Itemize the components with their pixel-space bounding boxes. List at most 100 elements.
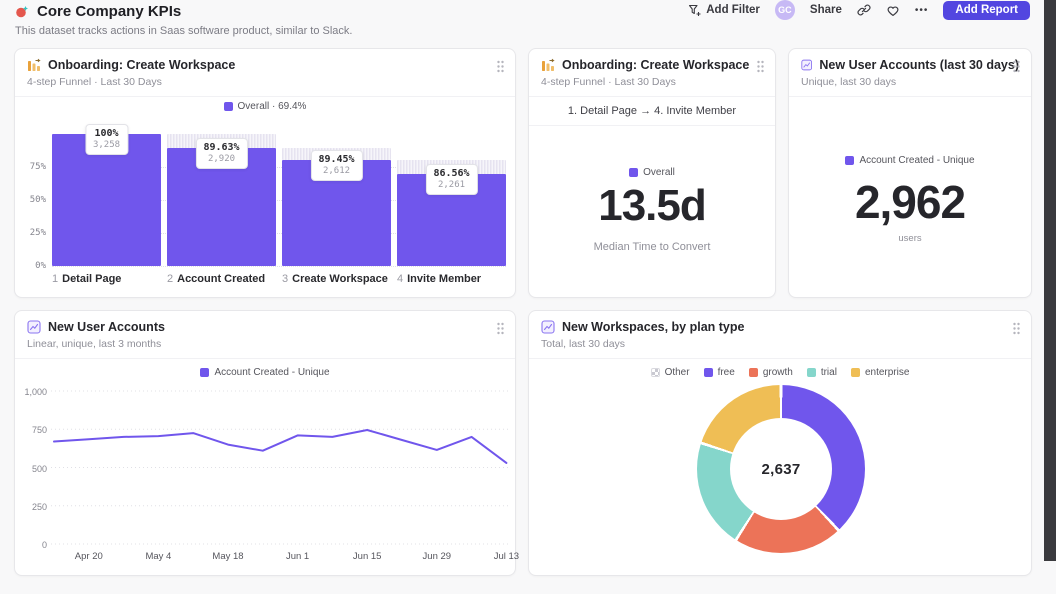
- insights-chart-icon: [801, 59, 813, 71]
- legend-label: growth: [762, 367, 793, 378]
- funnel-step-label: 4 Invite Member: [397, 273, 481, 285]
- funnel-pct-value: 89.45%: [318, 154, 355, 166]
- users-count-caption: users: [898, 233, 922, 244]
- card-subtitle: 4-step Funnel · Last 30 Days: [541, 76, 676, 88]
- funnel-step-label: 2 Account Created: [167, 273, 265, 285]
- y-axis-tick-label: 1,000: [24, 387, 47, 397]
- toolbar: Add Filter GC Share ••• Add Report: [688, 0, 1030, 20]
- y-axis-tick-label: 750: [31, 425, 47, 436]
- card-header: New User Accounts Linear, unique, last 3…: [15, 311, 515, 359]
- card-header: New Workspaces, by plan type Total, last…: [529, 311, 1031, 359]
- card-header: New User Accounts (last 30 days) Unique,…: [789, 49, 1031, 97]
- page-header: Core Company KPIs: [15, 3, 181, 20]
- funnel-chart-icon: [28, 58, 41, 71]
- legend-item-account-created[interactable]: Account Created - Unique: [200, 367, 330, 378]
- users-count-value: 2,962: [854, 176, 966, 228]
- legend-item-enterprise[interactable]: enterprise: [850, 367, 909, 378]
- legend-swatch: [806, 368, 816, 377]
- funnel-step-name: Invite Member: [407, 273, 482, 285]
- card-funnel: Onboarding: Create Workspace 4-step Funn…: [14, 48, 516, 298]
- card-title[interactable]: Onboarding: Create Workspace: [562, 58, 750, 72]
- funnel-pct-value: 89.63%: [203, 141, 240, 153]
- x-axis-tick-label: Jun 1: [285, 551, 310, 562]
- favorite-heart-icon[interactable]: [886, 4, 900, 17]
- funnel-value-label: 89.45% 2,612: [310, 150, 363, 182]
- x-axis-tick-label: Jun 29: [422, 551, 452, 562]
- user-avatar[interactable]: GC: [774, 0, 795, 20]
- funnel-count-value: 3,258: [92, 140, 121, 150]
- funnel-step-number: 4: [397, 273, 404, 285]
- card-title[interactable]: New User Accounts (last 30 days): [819, 58, 1019, 72]
- legend-swatch: [629, 168, 639, 177]
- add-filter-label: Add Filter: [706, 4, 760, 16]
- share-button[interactable]: Share: [810, 4, 842, 16]
- card-funnel-header: Onboarding: Create Workspace 4-step Funn…: [15, 49, 515, 97]
- card-subtitle: 4-step Funnel · Last 30 Days: [27, 76, 162, 88]
- legend-swatch: [748, 368, 758, 377]
- card-title[interactable]: Onboarding: Create Workspace: [48, 58, 236, 72]
- legend-item-overall[interactable]: Overall: [629, 167, 675, 178]
- legend-label: trial: [820, 367, 837, 378]
- x-axis-tick-label: May 4: [145, 551, 172, 562]
- filter-funnel-icon: [689, 4, 701, 16]
- drag-handle-icon[interactable]: [1012, 60, 1021, 73]
- y-axis-tick-label: 75%: [29, 162, 46, 172]
- insights-chart-icon: [541, 320, 555, 334]
- y-axis-tick-label: 250: [31, 501, 47, 512]
- legend-label: free: [717, 367, 735, 378]
- line-series-account-created[interactable]: [53, 429, 508, 464]
- legend-item-other[interactable]: Other: [650, 367, 690, 378]
- legend-label: Overall · 69.4%: [237, 101, 307, 112]
- legend-item-free[interactable]: free: [703, 367, 735, 378]
- page-title: Core Company KPIs: [37, 3, 182, 20]
- card-header: Onboarding: Create Workspace 4-step Funn…: [529, 49, 775, 97]
- card-title[interactable]: New User Accounts: [48, 320, 165, 334]
- funnel-step-name: Create Workspace: [292, 273, 388, 285]
- legend-item-trial[interactable]: trial: [806, 367, 837, 378]
- funnel-legend: Overall · 69.4%: [15, 101, 515, 112]
- legend-swatch: [845, 156, 855, 165]
- drag-handle-icon[interactable]: [496, 60, 505, 73]
- legend-label: Overall: [643, 167, 675, 178]
- add-filter-button[interactable]: Add Filter: [688, 4, 760, 17]
- link-icon[interactable]: [857, 3, 871, 17]
- add-report-button[interactable]: Add Report: [943, 0, 1030, 20]
- y-axis-tick-label: 25%: [29, 228, 46, 238]
- funnel-step-number: 2: [167, 273, 174, 285]
- drag-handle-icon[interactable]: [756, 60, 765, 73]
- y-axis-tick-label: 0%: [35, 261, 46, 271]
- legend-item-growth[interactable]: growth: [748, 367, 793, 378]
- x-axis-tick-label: Jul 13: [493, 551, 520, 562]
- insights-chart-icon: [27, 320, 41, 334]
- funnel-bar[interactable]: [52, 134, 161, 266]
- funnel-bar-column: 100% 3,258: [52, 124, 161, 266]
- donut-chart[interactable]: 2,637: [697, 385, 865, 553]
- funnel-count-value: 2,612: [322, 166, 351, 177]
- window-dark-edge: [1044, 0, 1056, 561]
- donut-legend: Other free growth trial enterprise: [529, 367, 1031, 378]
- drag-handle-icon[interactable]: [496, 322, 505, 335]
- funnel-chart: 75% 50% 25% 0% 100% 3,258 89.63% 2,920 89.45% 2,6…: [30, 124, 506, 271]
- line-chart-svg: [51, 390, 511, 545]
- funnel-gridline: [52, 200, 506, 201]
- median-time-caption: Median Time to Convert: [593, 241, 711, 253]
- funnel-value-label: 86.56% 2,261: [425, 164, 478, 196]
- legend-label: Account Created - Unique: [214, 367, 330, 378]
- funnel-chart-icon: [542, 58, 555, 71]
- funnel-value-label: 89.63% 2,920: [195, 137, 248, 169]
- legend-item-account-created[interactable]: Account Created - Unique: [845, 155, 975, 166]
- funnel-value-label: 100% 3,258: [84, 124, 129, 155]
- more-options-button[interactable]: •••: [914, 4, 929, 16]
- card-subtitle: Total, last 30 days: [541, 338, 626, 350]
- card-time-to-convert: Onboarding: Create Workspace 4-step Funn…: [528, 48, 776, 298]
- funnel-step-number: 3: [282, 273, 289, 285]
- funnel-gridline: [52, 167, 506, 168]
- funnel-bar-column: 89.45% 2,612: [282, 134, 391, 266]
- card-title[interactable]: New Workspaces, by plan type: [562, 320, 745, 334]
- x-axis-tick-label: May 18: [212, 551, 244, 562]
- donut-total-value: 2,637: [761, 460, 801, 478]
- drag-handle-icon[interactable]: [1012, 322, 1021, 335]
- legend-item-overall[interactable]: Overall · 69.4%: [223, 101, 307, 112]
- funnel-step-label: 3 Create Workspace: [282, 273, 388, 285]
- card-subtitle: Unique, last 30 days: [801, 76, 897, 88]
